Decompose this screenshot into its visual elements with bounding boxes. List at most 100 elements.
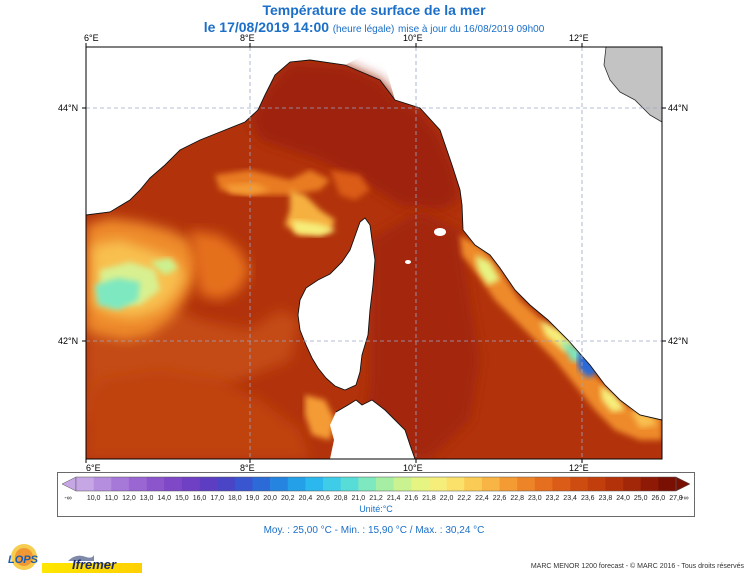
colorbar-label: 11,0	[104, 495, 118, 502]
colorbar-label: 25,0	[633, 495, 648, 502]
lon-label-bottom-6e: 6°E	[86, 463, 101, 473]
lat-label-right-44n: 44°N	[668, 103, 689, 113]
graticule	[86, 47, 662, 459]
colorbar-label: 21,0	[351, 495, 366, 502]
colorbar-label: 17,0	[210, 495, 224, 502]
colorbar-label: 22,8	[510, 495, 524, 502]
colorbar-label-high: +∞	[679, 495, 689, 502]
colorbar-swatch	[658, 477, 677, 491]
forecast-date: le 17/08/2019 14:00	[203, 19, 330, 35]
colorbar-label: 23,6	[580, 495, 595, 502]
colorbar-swatch	[340, 477, 359, 491]
colorbar-swatch	[481, 477, 500, 491]
colorbar-swatch	[428, 477, 447, 491]
colorbar-unit: Unité:°C	[359, 504, 393, 514]
colorbar-swatch	[534, 477, 553, 491]
colorbar-low-arrow	[61, 476, 77, 492]
colorbar-label: 16,0	[192, 495, 207, 502]
colorbar-label: 19,0	[245, 495, 260, 502]
colorbar-swatch	[76, 477, 94, 491]
colorbar-swatch	[393, 477, 412, 491]
colorbar-swatch	[623, 477, 642, 491]
lon-label-top-8e: 8°E	[240, 33, 255, 43]
legal-time-note: (heure légale)	[332, 24, 395, 35]
italy-land	[380, 47, 662, 420]
colorbar-label: 14,0	[157, 495, 172, 502]
credit-footer: MARC MENOR 1200 forecast - © MARC 2016 -…	[530, 563, 744, 570]
colorbar-label: 21,8	[422, 495, 436, 502]
colorbar-label: 18,0	[228, 495, 242, 502]
colorbar-label: 20,0	[263, 495, 277, 502]
colorbar-label: 22,4	[475, 495, 489, 502]
colorbar-swatch	[605, 477, 624, 491]
colorbar-label: 21,2	[369, 495, 383, 502]
lat-label-left-42n: 42°N	[58, 336, 79, 346]
colorbar-label: 26,0	[651, 495, 666, 502]
lon-label-bottom-12e: 12°E	[569, 463, 589, 473]
colorbar-swatch	[181, 477, 200, 491]
colorbar-swatch	[164, 477, 183, 491]
colorbar-label: 22,2	[457, 495, 472, 502]
colorbar-high-arrow	[675, 476, 691, 492]
temperature-stats: Moy. : 25,00 °C - Min. : 15,90 °C / Max.…	[263, 525, 485, 536]
colorbar-swatch	[234, 477, 253, 491]
colorbar-label: 22,6	[492, 495, 507, 502]
france-land	[86, 47, 380, 215]
colorbar-label: 20,8	[333, 495, 348, 502]
colorbar-swatch	[305, 477, 324, 491]
colorbar-label: 21,6	[404, 495, 419, 502]
colorbar-label-low: -∞	[64, 495, 72, 502]
update-note: mise à jour du 16/08/2019 09h00	[398, 24, 545, 35]
colorbar-label: 20,4	[298, 495, 313, 502]
colorbar-swatch	[464, 477, 483, 491]
colorbar-swatch	[552, 477, 571, 491]
lat-label-left-44n: 44°N	[58, 103, 79, 113]
colorbar-label: 27,0	[669, 495, 683, 502]
colorbar-swatch	[128, 477, 147, 491]
lat-label-right-42n: 42°N	[668, 336, 689, 346]
colorbar-swatch	[287, 477, 306, 491]
colorbar-label: 23,4	[563, 495, 577, 502]
colorbar-swatch	[446, 477, 465, 491]
colorbar-swatch	[146, 477, 165, 491]
colorbar-label: 20,6	[316, 495, 330, 502]
colorbar-swatch	[217, 477, 236, 491]
ifremer-logo: Ifremer	[42, 551, 142, 573]
colorbar-swatch	[111, 477, 130, 491]
colorbar-swatch	[323, 477, 342, 491]
lon-label-bottom-8e: 8°E	[240, 463, 255, 473]
colorbar-swatch	[270, 477, 289, 491]
map-title: Température de surface de la mer	[262, 2, 486, 18]
colorbar-swatch	[199, 477, 218, 491]
colorbar-legend: -∞ 10,0 11,0 12,0 13,0 14,0 15,0 16,0 17,0 18,0 19…	[57, 472, 695, 517]
lon-label-top-10e: 10°E	[403, 33, 423, 43]
colorbar-label: 23,8	[598, 495, 613, 502]
colorbar-label: 24,0	[616, 495, 630, 502]
svg-text:LOPS: LOPS	[8, 554, 39, 566]
colorbar-label: 21,4	[386, 495, 401, 502]
colorbar-label: 13,0	[139, 495, 154, 502]
colorbar-swatch	[587, 477, 606, 491]
colorbar-swatch	[517, 477, 536, 491]
corsica-land	[298, 218, 375, 390]
colorbar-swatch	[499, 477, 518, 491]
colorbar-swatch	[376, 477, 394, 491]
map-frame	[85, 46, 663, 460]
colorbar-label: 20,2	[280, 495, 295, 502]
colorbar-label: 23,0	[528, 495, 542, 502]
colorbar-label: 22,0	[439, 495, 454, 502]
colorbar-label: 10,0	[86, 495, 101, 502]
colorbar-swatch	[93, 477, 112, 491]
colorbar-swatches	[61, 476, 691, 492]
colorbar-swatch	[411, 477, 430, 491]
colorbar-swatch	[640, 477, 659, 491]
colorbar-label: 15,0	[175, 495, 189, 502]
lon-label-top-6e: 6°E	[84, 33, 99, 43]
outside-domain-land	[603, 47, 662, 123]
lon-label-bottom-10e: 10°E	[403, 463, 423, 473]
colorbar-swatch	[570, 477, 589, 491]
colorbar-labels: -∞ 10,0 11,0 12,0 13,0 14,0 15,0 16,0 17,0 18,0 19…	[58, 495, 694, 505]
sardinia-land	[330, 400, 415, 459]
colorbar-swatch	[252, 477, 271, 491]
